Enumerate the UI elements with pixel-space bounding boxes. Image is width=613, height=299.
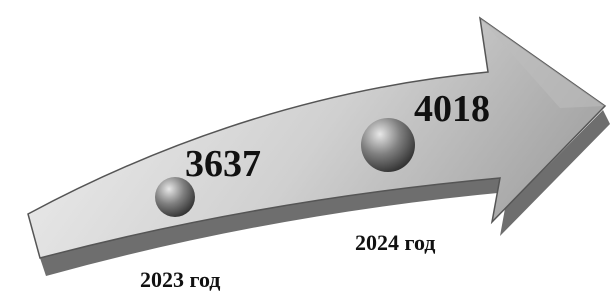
value-label: 3637 <box>185 143 261 185</box>
value-label: 4018 <box>414 88 490 130</box>
sphere <box>361 118 415 172</box>
infographic: 3637 4018 2023 год 2024 год <box>0 0 613 299</box>
year-label: 2024 год <box>355 230 435 255</box>
year-label: 2023 год <box>140 267 220 292</box>
